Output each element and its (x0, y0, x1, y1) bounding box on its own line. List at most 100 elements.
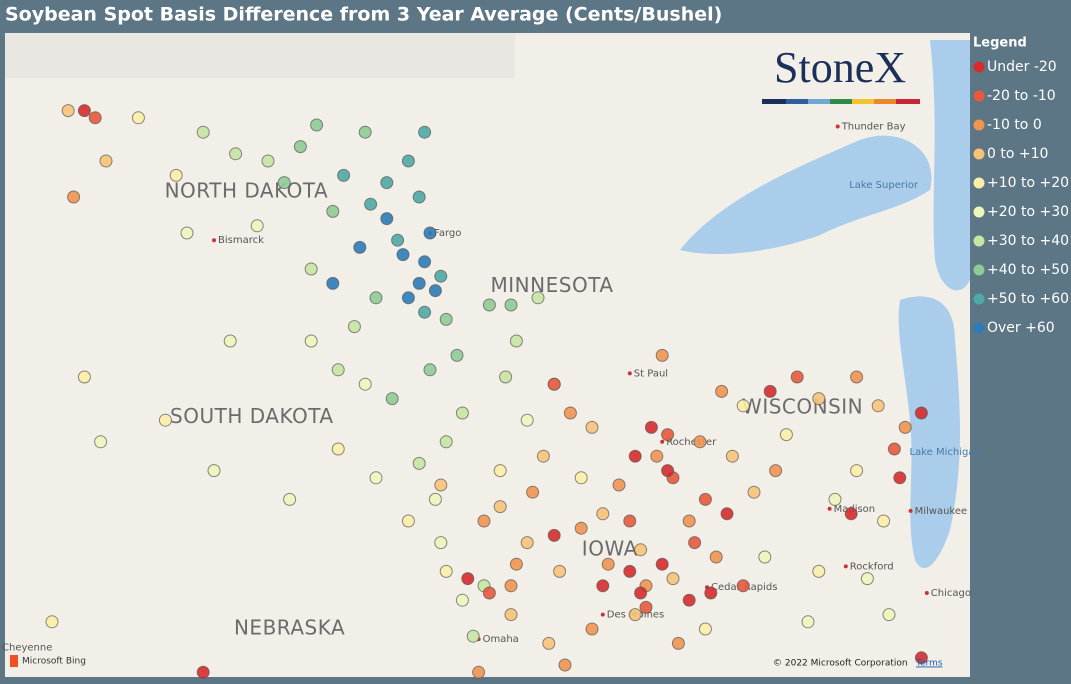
basis-point (293, 140, 307, 154)
basis-point (358, 125, 372, 139)
title: Soybean Spot Basis Difference from 3 Yea… (5, 4, 722, 26)
canada-area (5, 33, 515, 78)
city-label: Cheyenne (2, 643, 52, 654)
basis-point (434, 478, 448, 492)
city-dot (908, 508, 913, 513)
basis-point (304, 262, 318, 276)
city-dot (827, 506, 832, 511)
basis-point (77, 370, 91, 384)
legend-label: Under -20 (987, 59, 1057, 75)
basis-point (326, 204, 340, 218)
basis-point (666, 572, 680, 586)
basis-point (504, 579, 518, 593)
legend-label: +40 to +50 (987, 262, 1069, 278)
water-label: Lake Superior (849, 180, 919, 191)
basis-point (455, 406, 469, 420)
basis-point (493, 464, 507, 478)
city-dot (600, 612, 605, 617)
lake-michigan (898, 296, 960, 569)
basis-point (207, 464, 221, 478)
basis-point (558, 658, 572, 672)
basis-point (698, 492, 712, 506)
logo-stripe (852, 99, 874, 104)
city-dot (843, 564, 848, 569)
basis-point (401, 514, 415, 528)
basis-point (461, 572, 475, 586)
legend-swatch (973, 90, 985, 102)
basis-point (364, 197, 378, 211)
basis-point (310, 118, 324, 132)
basis-point (482, 298, 496, 312)
basis-point (720, 507, 734, 521)
basis-point (439, 312, 453, 326)
basis-point (229, 147, 243, 161)
basis-point (769, 464, 783, 478)
basis-point (860, 572, 874, 586)
basis-point (828, 492, 842, 506)
basis-point (634, 543, 648, 557)
basis-point (353, 240, 367, 254)
basis-point (547, 377, 561, 391)
basis-point (401, 154, 415, 168)
legend-label: -10 to 0 (987, 117, 1042, 133)
basis-point (412, 456, 426, 470)
logo-stripe (808, 99, 830, 104)
basis-point (499, 370, 513, 384)
basis-point (428, 492, 442, 506)
legend-swatch (973, 322, 985, 334)
logo-stripe (830, 99, 852, 104)
city-label: Rochester (666, 437, 717, 448)
basis-point (655, 557, 669, 571)
basis-point (536, 449, 550, 463)
basis-point (871, 399, 885, 413)
basis-point (715, 384, 729, 398)
basis-point (347, 320, 361, 334)
basis-point (439, 435, 453, 449)
basis-point (661, 464, 675, 478)
basis-point (758, 550, 772, 564)
logo-bar (762, 99, 920, 104)
basis-point (601, 557, 615, 571)
basis-point (67, 190, 81, 204)
state-label: WISCONSIN (742, 394, 863, 418)
state-label: MINNESOTA (491, 273, 614, 297)
basis-point (574, 471, 588, 485)
attribution: Microsoft Bing © 2022 Microsoft Corporat… (10, 655, 943, 669)
basis-point (596, 507, 610, 521)
city-dot (835, 124, 840, 129)
map-background (5, 33, 970, 677)
basis-point (418, 125, 432, 139)
basis-point (914, 651, 928, 665)
basis-point (671, 636, 685, 650)
basis-point (623, 564, 637, 578)
basis-point (477, 514, 491, 528)
basis-point (45, 615, 59, 629)
basis-point (628, 608, 642, 622)
basis-point (439, 564, 453, 578)
basis-point (423, 363, 437, 377)
legend-swatch (973, 264, 985, 276)
legend-swatch (973, 119, 985, 131)
basis-point (531, 291, 545, 305)
basis-point (337, 168, 351, 182)
basis-point (585, 420, 599, 434)
basis-point (223, 334, 237, 348)
logo-stripe (874, 99, 896, 104)
basis-point (850, 464, 864, 478)
logo: StoneX (774, 43, 906, 92)
basis-point (423, 226, 437, 240)
legend-label: +20 to +30 (987, 204, 1069, 220)
map[interactable]: NORTH DAKOTA MINNESOTA SOUTH DAKOTA WISCONS… (0, 33, 981, 679)
city-label: Omaha (483, 634, 519, 645)
basis-point (196, 665, 210, 679)
basis-point (634, 586, 648, 600)
basis-point (644, 420, 658, 434)
basis-point (61, 104, 75, 118)
basis-point (736, 399, 750, 413)
basis-point (158, 413, 172, 427)
basis-point (812, 392, 826, 406)
basis-point (369, 471, 383, 485)
terms-link[interactable]: Terms (915, 659, 943, 669)
basis-point (801, 615, 815, 629)
